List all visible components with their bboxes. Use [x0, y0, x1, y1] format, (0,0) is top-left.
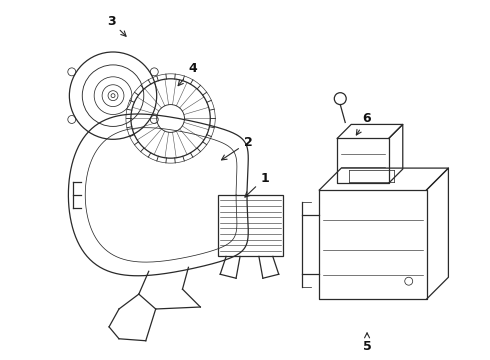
Text: 6: 6	[356, 112, 371, 135]
Bar	[218, 195, 283, 256]
Text: 5: 5	[363, 333, 371, 353]
Text: 2: 2	[221, 136, 252, 160]
Text: 3: 3	[107, 15, 126, 36]
Text: 4: 4	[178, 62, 197, 86]
Text: 1: 1	[245, 171, 269, 197]
